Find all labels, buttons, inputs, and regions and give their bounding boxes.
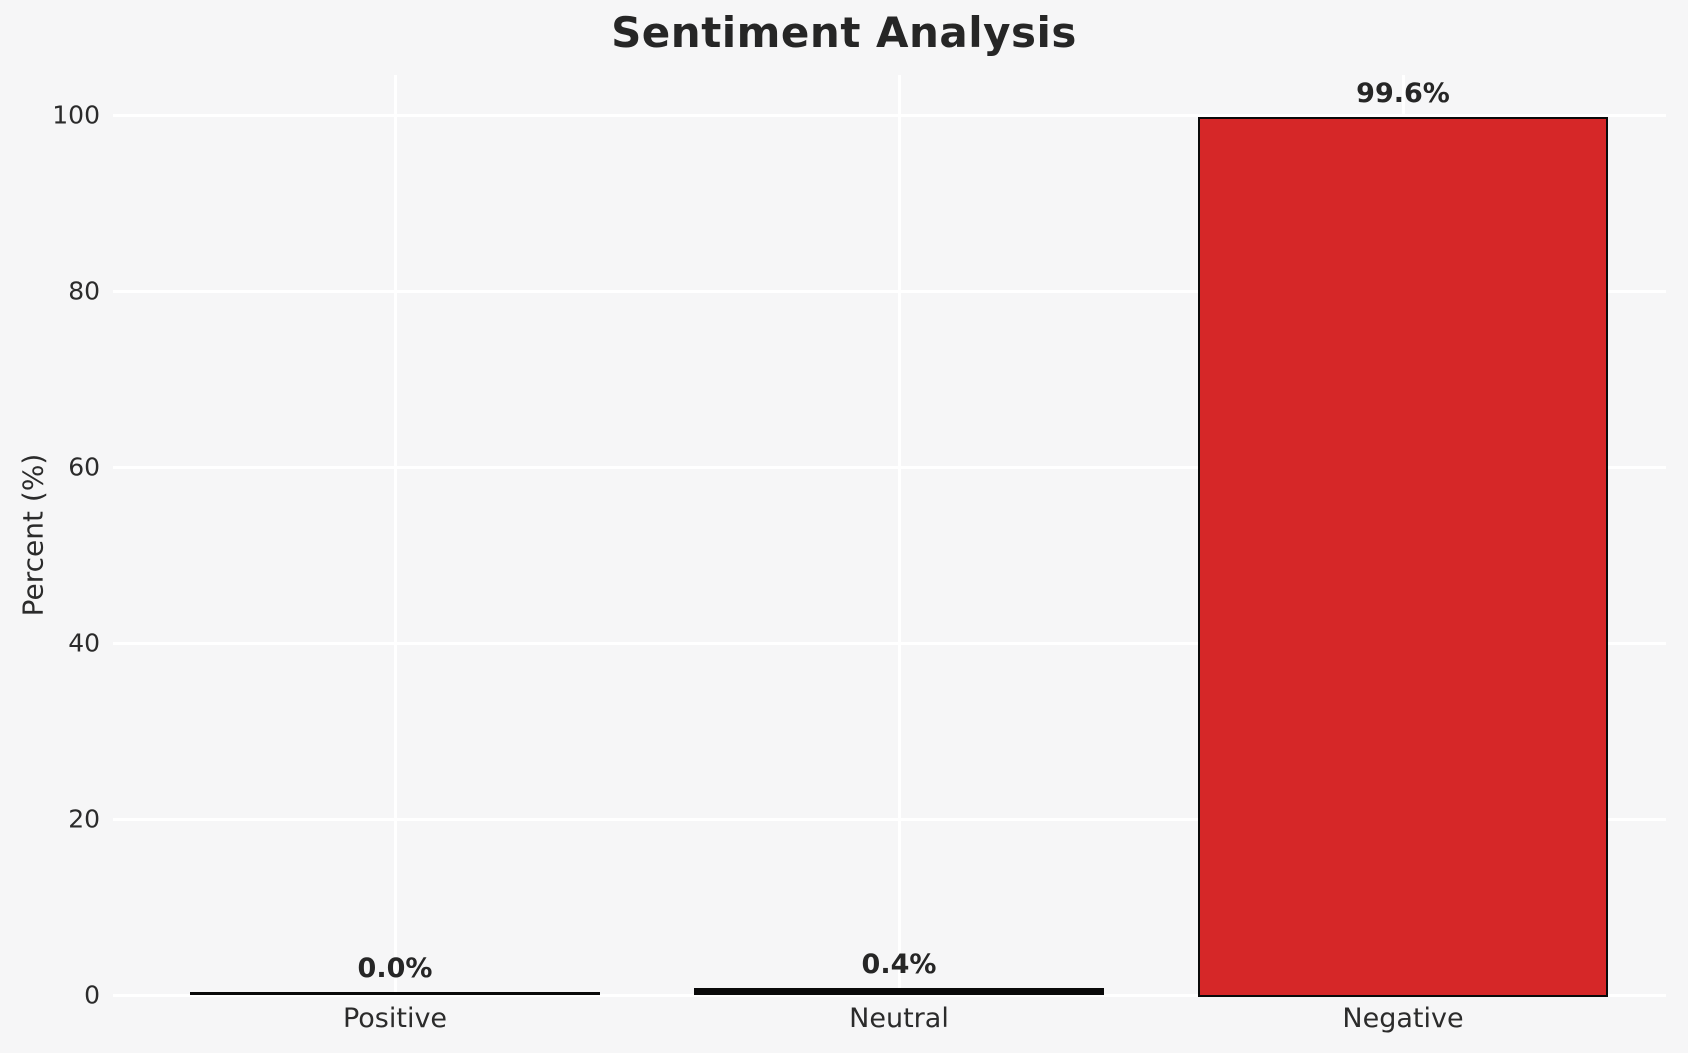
bar-value-label: 0.4% (861, 949, 937, 981)
y-gridline (113, 289, 1666, 293)
y-tick-label: 100 (52, 100, 100, 130)
bar-positive (190, 992, 600, 995)
y-tick-label: 20 (68, 804, 100, 834)
y-tick-label: 0 (84, 980, 100, 1010)
bar-neutral (694, 988, 1104, 995)
y-gridline (113, 641, 1666, 645)
bar-negative (1198, 116, 1608, 997)
x-category-label: Neutral (849, 1003, 949, 1034)
y-gridline (113, 465, 1666, 469)
y-gridline (113, 113, 1666, 117)
chart-title: Sentiment Analysis (611, 8, 1077, 57)
bar-value-label: 0.0% (357, 953, 433, 984)
x-gridline (897, 75, 901, 995)
x-category-label: Negative (1342, 1003, 1464, 1034)
y-tick-label: 60 (68, 452, 100, 482)
y-gridline (113, 993, 1666, 997)
bar-value-label: 99.6% (1356, 77, 1450, 109)
y-gridline (113, 817, 1666, 821)
x-gridline (393, 75, 397, 995)
y-tick-label: 40 (68, 628, 100, 658)
x-category-label: Positive (342, 1003, 448, 1034)
y-tick-label: 80 (68, 276, 100, 306)
